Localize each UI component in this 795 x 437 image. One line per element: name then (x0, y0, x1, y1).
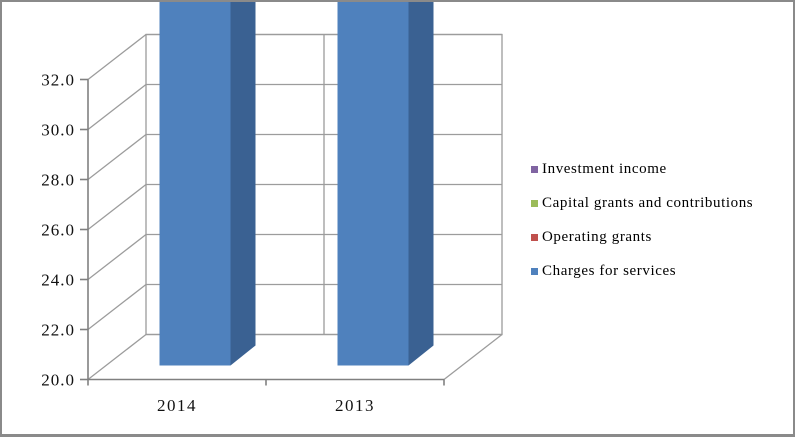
legend-label: Investment income (542, 160, 667, 177)
chart-legend: Investment income Capital grants and cont… (531, 159, 753, 295)
bar-side-2014 (230, 2, 256, 366)
legend-item: Investment income (531, 159, 753, 179)
legend-item: Charges for services (531, 261, 753, 281)
x-category-label: 2013 (335, 396, 375, 415)
legend-label: Charges for services (542, 262, 677, 279)
x-axis-labels: 2014 2013 (157, 396, 375, 415)
legend-item: Capital grants and contributions (531, 193, 753, 213)
x-category-label: 2014 (157, 396, 197, 415)
y-tick-label: 24.0 (41, 271, 75, 290)
y-tick-label: 26.0 (41, 221, 75, 240)
bar-segment-2013 (337, 2, 409, 366)
bar-2014 (159, 2, 256, 366)
legend-swatch (531, 268, 538, 275)
y-tick-label: 30.0 (41, 121, 75, 140)
legend-swatch (531, 166, 538, 173)
y-tick-label: 22.0 (41, 321, 75, 340)
bar-2013 (337, 2, 434, 366)
y-tick-label: 20.0 (41, 371, 75, 390)
legend-label: Capital grants and contributions (542, 194, 754, 211)
legend-swatch (531, 234, 538, 241)
legend-label: Operating grants (542, 228, 652, 245)
legend-item: Operating grants (531, 227, 753, 247)
legend-swatch (531, 200, 538, 207)
y-axis-labels: 20.0 22.0 24.0 26.0 28.0 30.0 32.0 (41, 71, 75, 390)
y-tick-label: 32.0 (41, 71, 75, 90)
y-tick-label: 28.0 (41, 171, 75, 190)
axes (80, 78, 445, 386)
bar-segment-2014 (159, 2, 231, 366)
bar-side-2013 (408, 2, 434, 366)
